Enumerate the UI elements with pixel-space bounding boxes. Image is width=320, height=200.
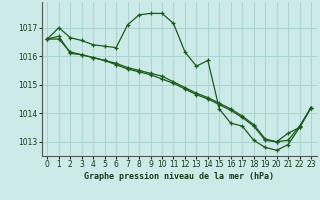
X-axis label: Graphe pression niveau de la mer (hPa): Graphe pression niveau de la mer (hPa) <box>84 172 274 181</box>
